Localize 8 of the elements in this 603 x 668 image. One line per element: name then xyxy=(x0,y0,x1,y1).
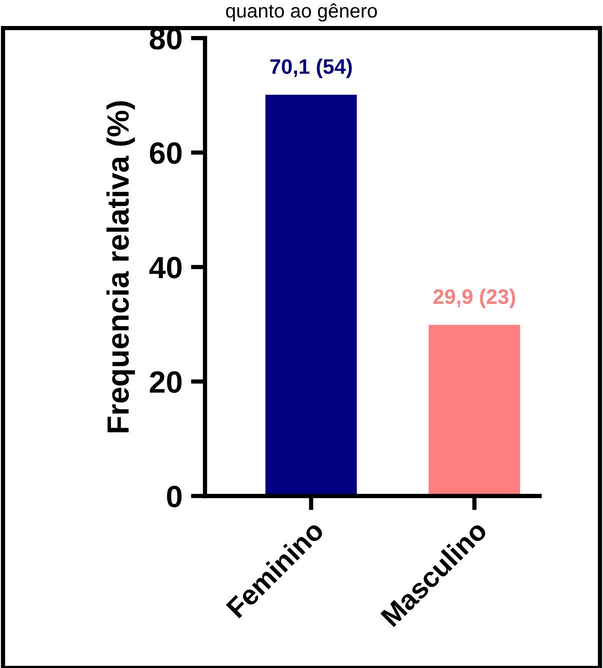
y-axis-title: Frequencia relativa (%) xyxy=(106,101,135,432)
y-tick-label: 60 xyxy=(150,142,182,164)
chart-title: quanto ao gênero xyxy=(226,3,377,22)
data-label: 70,1 (54) xyxy=(270,58,352,78)
data-label: 29,9 (23) xyxy=(433,288,516,308)
y-tick-label: 0 xyxy=(167,486,182,508)
y-tick-label: 40 xyxy=(149,256,182,278)
y-tick-label: 20 xyxy=(150,371,182,393)
